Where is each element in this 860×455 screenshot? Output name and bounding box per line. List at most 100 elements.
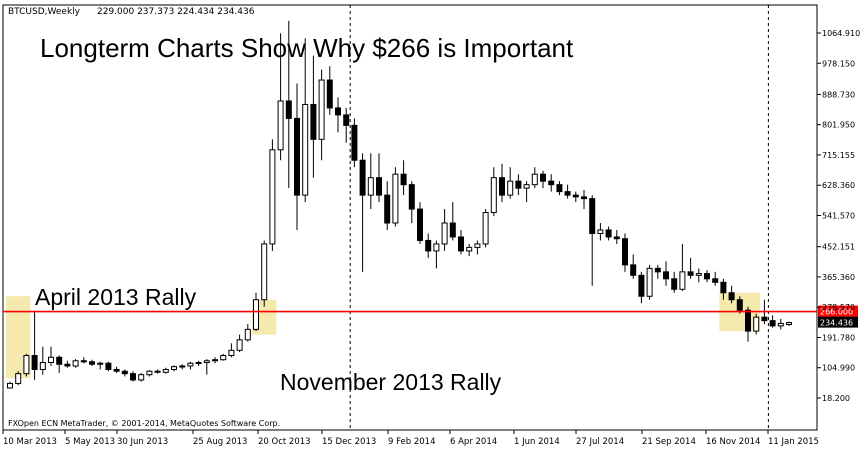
candle-body-down: [335, 107, 341, 116]
candle: [392, 167, 399, 227]
candle: [433, 240, 440, 269]
candle: [400, 160, 407, 196]
y-tick-label: 1064.910: [822, 29, 860, 38]
candle-body-up: [490, 177, 497, 214]
candle: [654, 264, 661, 279]
candle-body-down: [515, 180, 522, 189]
candle: [318, 69, 325, 161]
candle: [474, 240, 481, 255]
y-tick-label: 541.570: [822, 211, 855, 220]
candle-body-down: [417, 208, 423, 241]
candle-body-down: [564, 191, 571, 196]
candle-body-down: [736, 299, 743, 311]
candle-body-down: [605, 229, 612, 238]
x-tick-label: 9 Feb 2014: [388, 437, 436, 447]
candle: [154, 369, 161, 374]
candle-body-down: [589, 198, 596, 234]
candle: [466, 243, 473, 257]
candle-body-down: [712, 278, 719, 283]
y-tick-label: 278.570: [822, 303, 855, 312]
x-tick-label: 30 Jun 2013: [117, 437, 168, 447]
candle-body-down: [671, 278, 678, 290]
candle-body-down: [326, 79, 333, 109]
candle-body-up: [302, 103, 309, 196]
y-tick-label: 191.780: [822, 333, 855, 342]
candle-body-up: [228, 349, 235, 357]
candle: [482, 209, 489, 248]
candle-body-up: [597, 229, 604, 234]
candle: [499, 163, 505, 203]
candle: [728, 285, 735, 304]
candle-body-up: [203, 360, 210, 364]
candle: [376, 153, 382, 203]
candle: [720, 278, 727, 300]
candle-body-down: [425, 239, 432, 252]
candle-body-down: [540, 173, 546, 182]
last-price-tag: [818, 316, 858, 328]
candle: [326, 66, 333, 115]
candle: [7, 381, 13, 389]
candle-body-up: [39, 362, 46, 370]
x-tick-label: 27 Jul 2014: [576, 437, 624, 447]
candle: [622, 233, 628, 272]
candle: [712, 271, 719, 286]
candle-body-up: [786, 322, 792, 325]
candle-body-down: [449, 222, 456, 238]
candle: [523, 181, 530, 203]
candle: [89, 359, 95, 366]
candle: [695, 268, 702, 283]
candle-body-down: [613, 236, 620, 240]
candle-body-down: [154, 370, 161, 373]
candle-body-down: [663, 271, 669, 280]
november-rally-label: November 2013 Rally: [280, 369, 502, 395]
candle: [605, 226, 612, 241]
candle: [679, 243, 686, 292]
candle: [490, 167, 497, 217]
x-tick-label: 25 Aug 2013: [193, 437, 247, 447]
candle: [113, 366, 120, 373]
candle: [130, 371, 136, 382]
candle-body-down: [761, 316, 768, 322]
candle-body-up: [23, 355, 30, 375]
copyright-footer: FXOpen ECN MetaTrader, © 2001-2014, Meta…: [8, 419, 280, 428]
candle-body-down: [130, 373, 136, 381]
candle: [786, 321, 792, 327]
candle-body-up: [433, 243, 440, 252]
candle-body-up: [367, 177, 374, 196]
chart-title: Longterm Charts Show Why $266 is Importa…: [40, 33, 574, 63]
candle-body-down: [499, 177, 505, 196]
last-price-label: 234.436: [820, 319, 853, 328]
candle: [23, 353, 30, 377]
candle-body-up: [679, 271, 686, 290]
candle: [171, 365, 177, 372]
candle: [310, 55, 317, 178]
candle: [97, 361, 104, 370]
candle-body-up: [695, 273, 702, 276]
candle-body-down: [638, 274, 645, 297]
candle: [589, 195, 596, 286]
candle-body-up: [441, 222, 448, 245]
candle-body-down: [285, 100, 292, 119]
x-tick-label: 20 Oct 2013: [258, 437, 311, 447]
candle: [162, 367, 169, 374]
candle-body-down: [654, 267, 661, 273]
candle: [244, 324, 251, 342]
x-tick-label: 1 Jun 2014: [514, 437, 560, 447]
candle-body-down: [704, 273, 710, 280]
candle: [736, 296, 743, 314]
candle-body-down: [400, 173, 407, 186]
candle-body-down: [351, 124, 358, 161]
candle: [212, 357, 218, 364]
candle-body-up: [261, 243, 268, 301]
x-tick-label: 21 Sep 2014: [642, 437, 696, 447]
candle-body-up: [72, 360, 79, 367]
candle: [417, 202, 423, 244]
symbol-label: BTCUSD,Weekly: [8, 7, 81, 17]
candle: [31, 311, 38, 380]
y-tick-label: 104.990: [822, 364, 855, 373]
candle-body-up: [15, 373, 22, 384]
candle: [572, 191, 579, 203]
candle-body-up: [318, 79, 325, 140]
